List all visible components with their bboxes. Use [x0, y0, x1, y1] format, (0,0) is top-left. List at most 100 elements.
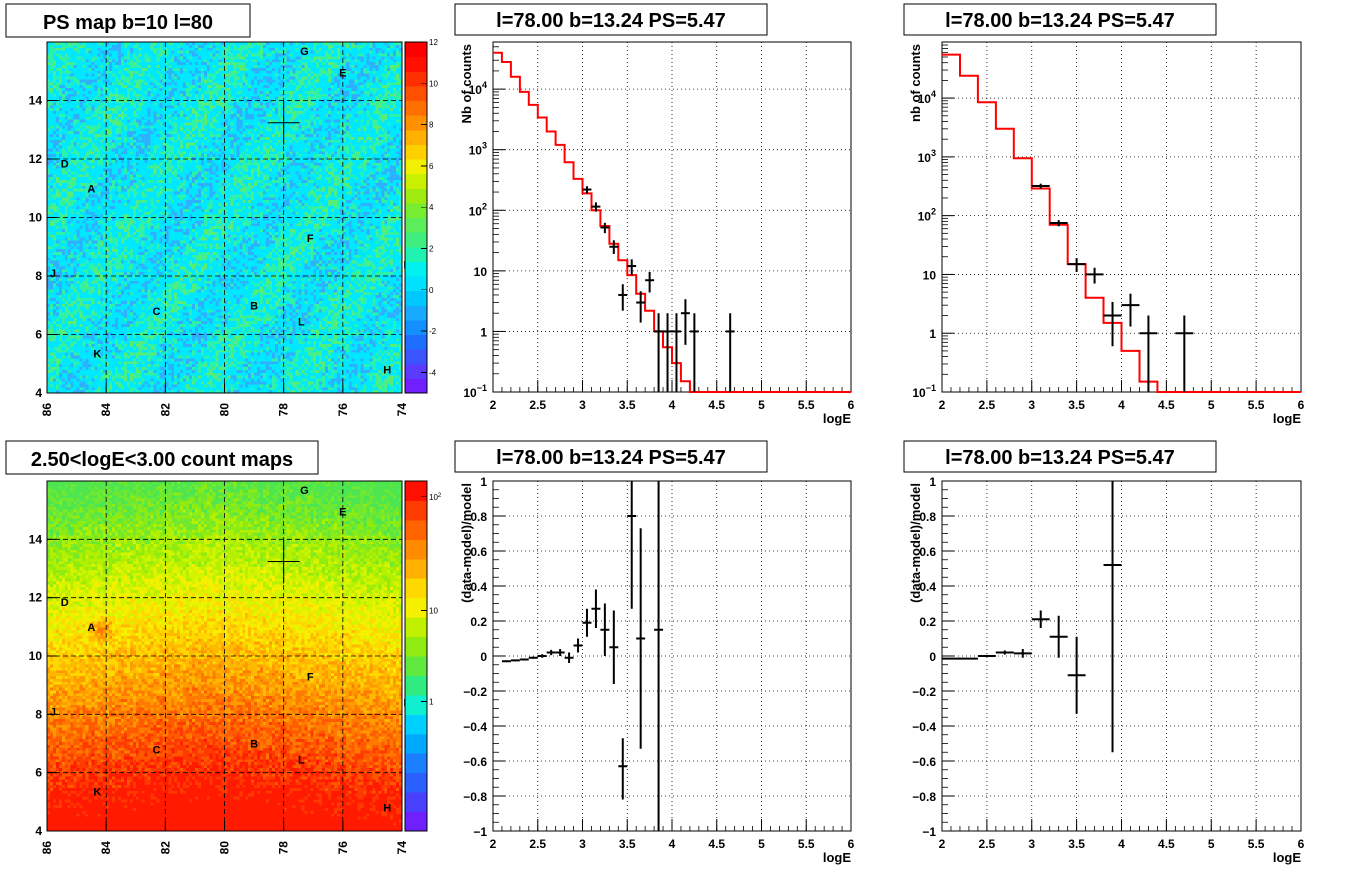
- heatmap-cell: [138, 76, 143, 80]
- heatmap-cell: [239, 113, 243, 118]
- heatmap-cell: [174, 151, 178, 155]
- heatmap-cell: [348, 56, 353, 60]
- heatmap-cell: [251, 105, 255, 109]
- heatmap-cell: [49, 148, 54, 152]
- heatmap-cell: [366, 56, 370, 60]
- heatmap-cell: [310, 85, 314, 89]
- heatmap-cell: [49, 79, 54, 83]
- heatmap-cell: [123, 73, 128, 77]
- heatmap-cell: [200, 47, 205, 52]
- heatmap-cell: [375, 125, 379, 129]
- heatmap-cell: [186, 85, 190, 89]
- heatmap-cell: [242, 50, 246, 54]
- heatmap-cell: [313, 154, 317, 158]
- heatmap-cell: [295, 125, 299, 129]
- heatmap-cell: [150, 82, 154, 86]
- heatmap-cell: [245, 136, 249, 141]
- heatmap-cell: [76, 131, 80, 135]
- heatmap-cell: [369, 139, 373, 144]
- heatmap-cell: [333, 76, 338, 80]
- heatmap-cell: [268, 142, 273, 146]
- heatmap-cell: [333, 93, 338, 98]
- heatmap-cell: [141, 53, 146, 57]
- heatmap-cell: [328, 113, 332, 118]
- heatmap-cell: [183, 125, 187, 129]
- heatmap-cell: [70, 108, 75, 112]
- heatmap-cell: [61, 85, 66, 89]
- heatmap-cell: [348, 53, 353, 57]
- heatmap-cell: [239, 65, 243, 69]
- heatmap-cell: [260, 73, 264, 77]
- heatmap-cell: [366, 44, 370, 49]
- heatmap-cell: [103, 99, 107, 103]
- heatmap-cell: [292, 59, 296, 63]
- heatmap-cell: [260, 159, 264, 164]
- heatmap-cell: [209, 111, 214, 115]
- heatmap-cell: [254, 67, 258, 72]
- heatmap-cell: [209, 82, 214, 86]
- heatmap-cell: [360, 76, 364, 80]
- heatmap-cell: [354, 148, 359, 152]
- heatmap-cell: [390, 154, 394, 158]
- heatmap-cell: [82, 154, 86, 158]
- heatmap-cell: [212, 142, 217, 146]
- heatmap-cell: [274, 111, 279, 115]
- heatmap-cell: [313, 102, 317, 106]
- heatmap-cell: [333, 119, 338, 123]
- heatmap-cell: [97, 131, 101, 135]
- heatmap-cell: [298, 56, 302, 60]
- heatmap-cell: [85, 50, 89, 54]
- heatmap-cell: [375, 119, 379, 123]
- heatmap-cell: [239, 42, 243, 46]
- heatmap-cell: [301, 44, 305, 49]
- heatmap-cell: [345, 50, 350, 54]
- heatmap-cell: [200, 99, 205, 103]
- heatmap-cell: [123, 108, 128, 112]
- heatmap-cell: [123, 42, 128, 46]
- heatmap-cell: [112, 122, 116, 126]
- heatmap-cell: [336, 82, 341, 86]
- heatmap-cell: [106, 76, 110, 80]
- heatmap-cell: [197, 105, 202, 109]
- heatmap-cell: [230, 102, 234, 106]
- heatmap-cell: [322, 85, 326, 89]
- heatmap-cell: [384, 93, 388, 98]
- heatmap-cell: [123, 122, 128, 126]
- heatmap-cell: [126, 134, 131, 138]
- heatmap-cell: [203, 119, 208, 123]
- heatmap-cell: [106, 116, 110, 121]
- heatmap-cell: [387, 47, 391, 52]
- heatmap-cell: [141, 154, 146, 158]
- heatmap-cell: [52, 85, 57, 89]
- heatmap-cell: [82, 44, 86, 49]
- heatmap-cell: [331, 67, 335, 72]
- heatmap-cell: [289, 139, 293, 144]
- heatmap-cell: [239, 139, 243, 144]
- heatmap-cell: [73, 44, 77, 49]
- heatmap-cell: [94, 119, 98, 123]
- heatmap-cell: [73, 62, 77, 66]
- heatmap-cell: [129, 148, 134, 152]
- heatmap-cell: [209, 131, 214, 135]
- heatmap-cell: [357, 62, 361, 66]
- heatmap-cell: [85, 79, 89, 83]
- heatmap-cell: [79, 93, 83, 98]
- heatmap-cell: [345, 108, 350, 112]
- heatmap-cell: [162, 62, 166, 66]
- heatmap-cell: [242, 119, 246, 123]
- heatmap-cell: [271, 148, 276, 152]
- heatmap-cell: [100, 96, 104, 100]
- heatmap-cell: [230, 142, 234, 146]
- heatmap-cell: [254, 62, 258, 66]
- heatmap-cell: [147, 70, 151, 75]
- heatmap-cell: [399, 50, 403, 54]
- heatmap-cell: [399, 88, 403, 92]
- heatmap-cell: [242, 67, 246, 72]
- heatmap-cell: [292, 113, 296, 118]
- heatmap-cell: [79, 73, 83, 77]
- heatmap-cell: [162, 73, 166, 77]
- heatmap-cell: [378, 82, 382, 86]
- heatmap-cell: [325, 42, 329, 46]
- heatmap-cell: [274, 62, 279, 66]
- heatmap-cell: [85, 70, 89, 75]
